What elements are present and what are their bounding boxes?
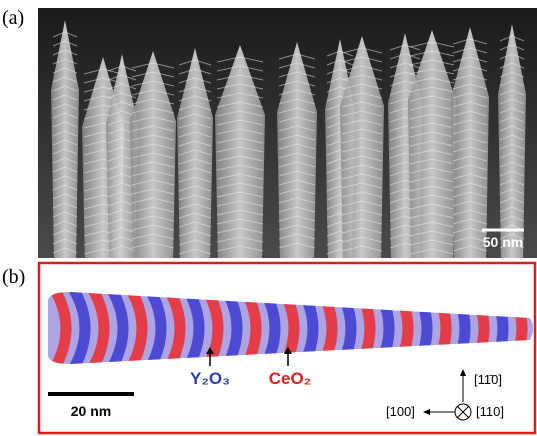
scale-bar-label: 50 nm	[483, 234, 523, 250]
panel-label: (a)	[2, 7, 24, 29]
scale-bar-label: 20 nm	[71, 403, 111, 419]
direction-label: [11̄0]	[474, 372, 502, 387]
ceo2-label: CeO₂	[269, 369, 312, 388]
figure: (a) 50 nm (b) Y₂O₃ CeO₂ 20 nm [11̄0] [10…	[0, 0, 537, 436]
direction-label: [110]	[476, 404, 504, 419]
direction-label: [100]	[386, 404, 415, 419]
panel-label: (b)	[2, 266, 25, 288]
y2o3-label: Y₂O₃	[190, 369, 230, 388]
